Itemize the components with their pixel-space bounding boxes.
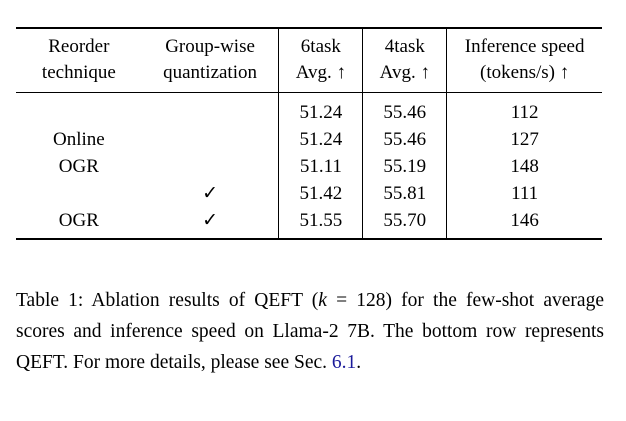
cell-6task: 51.42 bbox=[278, 180, 363, 207]
header-group-line2: quantization bbox=[141, 60, 279, 93]
cell-group bbox=[142, 153, 279, 180]
cell-reorder: OGR bbox=[58, 155, 99, 177]
caption-lead: Table 1: Ablation results of QEFT ( bbox=[16, 289, 319, 311]
header-reorder-line2: technique bbox=[16, 60, 142, 93]
table-row: OGR ✓ 51.55 55.70 146 bbox=[16, 207, 602, 240]
header-speed-line1: Inference speed bbox=[446, 27, 602, 60]
table-row: OGR 51.11 55.19 148 bbox=[16, 153, 602, 180]
header-4task-line2: Avg. ↑ bbox=[362, 60, 447, 93]
cell-4task: 55.70 bbox=[362, 207, 447, 240]
cell-speed: 127 bbox=[446, 126, 602, 153]
caption-variable-k: k bbox=[318, 289, 327, 311]
header-speed-line2: (tokens/s) ↑ bbox=[446, 60, 602, 93]
ablation-table: Reorder Group-wise 6task 4task Inference… bbox=[16, 27, 602, 240]
table-header: Reorder Group-wise 6task 4task Inference… bbox=[16, 27, 602, 93]
cell-speed: 148 bbox=[446, 153, 602, 180]
cell-group bbox=[142, 93, 279, 127]
cell-speed: 112 bbox=[446, 92, 602, 126]
header-group-line1: Group-wise bbox=[141, 27, 279, 60]
cell-speed: 146 bbox=[446, 207, 602, 240]
checkmark-icon: ✓ bbox=[141, 207, 279, 240]
cell-group bbox=[142, 126, 279, 153]
checkmark-icon: ✓ bbox=[202, 183, 218, 204]
table-row: ✓ 51.42 55.81 111 bbox=[16, 180, 602, 207]
header-row-1: Reorder Group-wise 6task 4task Inference… bbox=[16, 27, 602, 60]
header-4task-line1: 4task bbox=[362, 27, 447, 60]
table-body: 51.24 55.46 112 Online 51.24 55.46 127 O… bbox=[16, 92, 602, 240]
cell-reorder: Online bbox=[52, 128, 105, 150]
header-6task-line1: 6task bbox=[278, 27, 363, 60]
cell-6task: 51.55 bbox=[278, 207, 363, 240]
cell-reorder: OGR bbox=[16, 207, 142, 240]
caption-tail: . bbox=[356, 351, 362, 373]
cell-4task: 55.46 bbox=[362, 92, 447, 126]
header-row-2: technique quantization Avg. ↑ Avg. ↑ (to… bbox=[16, 60, 602, 93]
cell-6task: 51.24 bbox=[278, 92, 363, 126]
cell-reorder bbox=[16, 93, 142, 127]
header-reorder-line1: Reorder bbox=[16, 27, 142, 60]
caption-body: = 128) for the few-shot average scores a… bbox=[16, 289, 604, 373]
cell-reorder bbox=[16, 180, 142, 207]
section-reference-link[interactable]: 6.1 bbox=[331, 351, 357, 373]
table-row: Online 51.24 55.46 127 bbox=[16, 126, 602, 153]
table-row: 51.24 55.46 112 bbox=[16, 92, 602, 127]
table-caption: Table 1: Ablation results of QEFT (k = 1… bbox=[16, 285, 604, 378]
cell-6task: 51.24 bbox=[278, 126, 363, 153]
cell-4task: 55.19 bbox=[362, 153, 447, 180]
cell-4task: 55.81 bbox=[362, 180, 447, 207]
cell-4task: 55.46 bbox=[362, 126, 447, 153]
cell-6task: 51.11 bbox=[278, 153, 363, 180]
header-6task-line2: Avg. ↑ bbox=[278, 60, 363, 93]
cell-speed: 111 bbox=[446, 180, 602, 207]
